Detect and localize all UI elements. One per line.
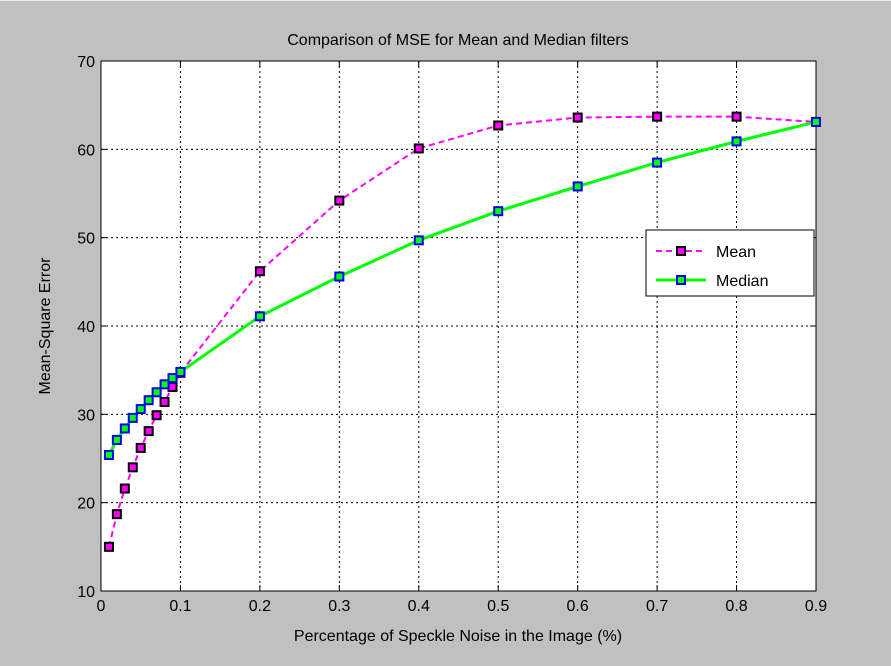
data-point-median (652, 157, 663, 168)
data-point-median (111, 434, 122, 445)
data-point-mean (254, 266, 265, 277)
legend-label-median: Median (716, 273, 768, 290)
x-tick-label: 0.1 (169, 598, 191, 615)
data-point-median (811, 116, 821, 127)
x-axis-label: Percentage of Speckle Noise in the Image… (294, 628, 622, 645)
legend-entry-median: Median (656, 273, 768, 290)
axis-ticks: 0 0.1 0.2 0.3 0.4 0.5 0.6 0.7 0.8 0.9 10 20 30 40 50 60… (77, 54, 827, 615)
data-point-mean (143, 426, 154, 437)
legend-marker-median (676, 275, 686, 285)
data-point-mean (127, 462, 138, 473)
data-point-mean (135, 442, 146, 453)
data-point-median (334, 271, 345, 282)
data-point-mean (159, 396, 170, 407)
series-layer (103, 111, 821, 552)
x-tick-label: 0 (97, 598, 106, 615)
x-tick-label: 0.8 (725, 598, 747, 615)
data-point-mean (111, 509, 122, 520)
legend-label-mean: Mean (716, 244, 756, 261)
data-point-median (103, 449, 114, 460)
y-tick-label: 60 (77, 142, 95, 159)
legend-marker-mean (676, 246, 686, 256)
data-point-median (175, 366, 186, 377)
data-point-median (731, 136, 742, 147)
data-point-mean (572, 112, 583, 123)
plot-area (100, 60, 817, 592)
legend-box (645, 229, 815, 297)
y-tick-label: 10 (77, 584, 95, 601)
x-tick-label: 0.9 (805, 598, 827, 615)
data-point-median (151, 387, 162, 398)
y-tick-label: 70 (77, 54, 95, 71)
data-point-median (135, 404, 146, 415)
x-tick-label: 0.5 (487, 598, 509, 615)
x-tick-label: 0.6 (567, 598, 589, 615)
data-point-mean (151, 410, 162, 421)
x-tick-label: 0.4 (408, 598, 430, 615)
data-point-mean (413, 143, 424, 154)
data-point-median (493, 206, 504, 217)
data-point-median (159, 379, 170, 390)
data-point-median (143, 395, 154, 406)
data-point-mean (334, 195, 345, 206)
data-point-median (254, 311, 265, 322)
series-median (103, 116, 821, 460)
data-point-median (572, 181, 583, 192)
data-point-mean (167, 381, 178, 392)
y-tick-label: 40 (77, 319, 95, 336)
y-tick-label: 30 (77, 407, 95, 424)
data-point-mean (119, 483, 130, 494)
y-tick-label: 50 (77, 231, 95, 248)
data-point-median (413, 235, 424, 246)
data-point-median (127, 412, 138, 423)
data-point-mean (731, 111, 742, 122)
data-point-mean (493, 120, 504, 131)
legend: Mean Median (645, 229, 815, 297)
x-tick-label: 0.3 (328, 598, 350, 615)
legend-entry-mean: Mean (656, 244, 756, 261)
data-point-mean (652, 111, 663, 122)
x-tick-label: 0.2 (249, 598, 271, 615)
data-point-mean (103, 541, 114, 552)
x-tick-label: 0.7 (646, 598, 668, 615)
data-point-median (167, 373, 178, 384)
y-tick-label: 20 (77, 496, 95, 513)
data-point-median (119, 423, 130, 434)
chart-title: Comparison of MSE for Mean and Median fi… (287, 32, 628, 49)
y-axis-label: Mean-Square Error (37, 257, 54, 395)
